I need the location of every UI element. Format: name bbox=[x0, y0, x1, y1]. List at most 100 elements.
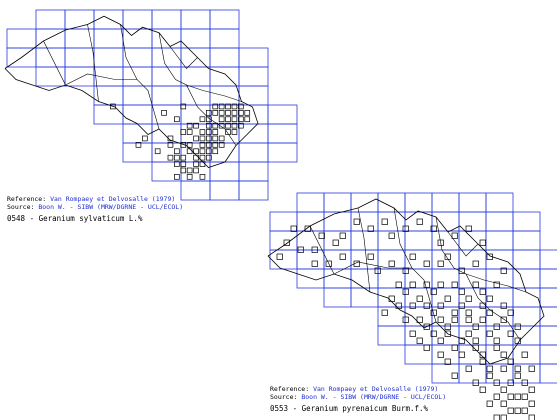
grid-cell bbox=[539, 363, 557, 384]
grid-cell bbox=[209, 85, 240, 106]
grid-cell bbox=[539, 344, 557, 365]
grid-cell bbox=[323, 287, 352, 308]
grid-cell bbox=[377, 325, 406, 346]
occurrence-square bbox=[193, 154, 199, 161]
map-group bbox=[267, 192, 557, 420]
occurrence-square bbox=[451, 232, 458, 239]
occurrence-square bbox=[465, 330, 472, 337]
occurrence-square bbox=[186, 174, 193, 180]
occurrence-square bbox=[180, 161, 187, 167]
occurrence-square bbox=[212, 129, 219, 135]
occurrence-square bbox=[500, 414, 507, 420]
occurrence-square bbox=[206, 154, 212, 161]
occurrence-square bbox=[507, 407, 514, 414]
occurrence-square bbox=[444, 323, 451, 330]
grid-cell bbox=[539, 249, 557, 270]
grid-cell bbox=[458, 268, 487, 289]
occurrence-square bbox=[193, 135, 199, 142]
occurrence-square bbox=[276, 253, 283, 260]
occurrence-square bbox=[318, 232, 325, 239]
grid-cell bbox=[238, 47, 269, 68]
grid-cell bbox=[539, 287, 557, 308]
occurrence-square bbox=[110, 103, 116, 110]
occurrence-square bbox=[486, 365, 493, 372]
province-border bbox=[158, 32, 237, 146]
province-border bbox=[435, 216, 521, 341]
occurrence-square bbox=[507, 330, 514, 337]
occurrence-square bbox=[225, 103, 231, 110]
grid-cell bbox=[267, 104, 298, 125]
occurrence-square bbox=[290, 225, 297, 232]
occurrence-square bbox=[311, 260, 318, 267]
occurrence-square bbox=[388, 232, 395, 239]
grid-cell bbox=[323, 230, 352, 251]
grid-cell bbox=[238, 142, 269, 163]
occurrence-square bbox=[500, 351, 507, 358]
occurrence-square bbox=[486, 400, 493, 407]
occurrence-square bbox=[174, 154, 180, 161]
occurrence-square bbox=[458, 351, 465, 358]
occurrence-square bbox=[465, 365, 472, 372]
occurrence-square bbox=[423, 323, 430, 330]
occurrence-square bbox=[451, 344, 458, 351]
grid-cell bbox=[377, 268, 406, 289]
occurrence-square bbox=[486, 372, 493, 379]
grid-cell bbox=[269, 230, 298, 251]
occurrence-square bbox=[430, 288, 437, 295]
occurrence-square bbox=[186, 122, 193, 129]
grid-cell bbox=[377, 192, 406, 213]
grid-cell bbox=[238, 180, 269, 201]
province-border bbox=[309, 225, 335, 275]
reference-block-1: Reference: Van Rompaey et Delvosalle (19… bbox=[7, 195, 183, 211]
occurrence-square bbox=[339, 253, 346, 260]
map-group bbox=[4, 9, 298, 201]
occurrence-square bbox=[225, 129, 231, 135]
occurrence-square bbox=[479, 302, 486, 309]
grid-cell bbox=[404, 192, 433, 213]
province-border bbox=[465, 273, 527, 293]
occurrence-square bbox=[174, 116, 180, 123]
grid-cell bbox=[404, 249, 433, 270]
grid-cell bbox=[151, 161, 182, 182]
occurrence-square bbox=[493, 393, 500, 400]
occurrence-square bbox=[388, 260, 395, 267]
grid-cell bbox=[431, 344, 460, 365]
occurrence-square bbox=[479, 358, 486, 365]
occurrence-square bbox=[218, 110, 225, 116]
occurrence-square bbox=[514, 393, 521, 400]
occurrence-square bbox=[244, 116, 251, 123]
country-border bbox=[267, 198, 545, 365]
grid-cell bbox=[512, 306, 541, 327]
occurrence-square bbox=[206, 110, 212, 116]
occurrence-square bbox=[381, 218, 388, 225]
occurrence-square bbox=[416, 295, 423, 302]
grid-cell bbox=[180, 9, 211, 30]
province-border bbox=[120, 24, 160, 130]
source-value: Boon W. - SIBW (MRW/DGRNE - UCL/ECOL) bbox=[301, 393, 447, 401]
grid-cell bbox=[350, 211, 379, 232]
grid-cell bbox=[512, 268, 541, 289]
occurrence-square bbox=[231, 110, 238, 116]
grid-cell bbox=[267, 142, 298, 163]
occurrence-square bbox=[423, 302, 430, 309]
grid-cell bbox=[458, 325, 487, 346]
occurrence-square bbox=[218, 103, 225, 110]
grid-cell bbox=[180, 47, 211, 68]
occurrence-square bbox=[458, 302, 465, 309]
occurrence-square bbox=[500, 302, 507, 309]
occurrence-square bbox=[486, 330, 493, 337]
occurrence-square bbox=[180, 103, 187, 110]
grid-cell bbox=[209, 161, 240, 182]
grid-cell bbox=[93, 85, 124, 106]
occurrence-square bbox=[514, 323, 521, 330]
occurrence-square bbox=[493, 281, 500, 288]
occurrence-square bbox=[186, 129, 193, 135]
grid-cell bbox=[350, 192, 379, 213]
grid-cell bbox=[404, 325, 433, 346]
occurrence-square bbox=[416, 316, 423, 323]
occurrence-square bbox=[218, 122, 225, 129]
occurrence-square bbox=[311, 246, 318, 253]
occurrence-square bbox=[180, 154, 187, 161]
occurrence-square bbox=[206, 148, 212, 155]
occurrence-square bbox=[174, 174, 180, 180]
